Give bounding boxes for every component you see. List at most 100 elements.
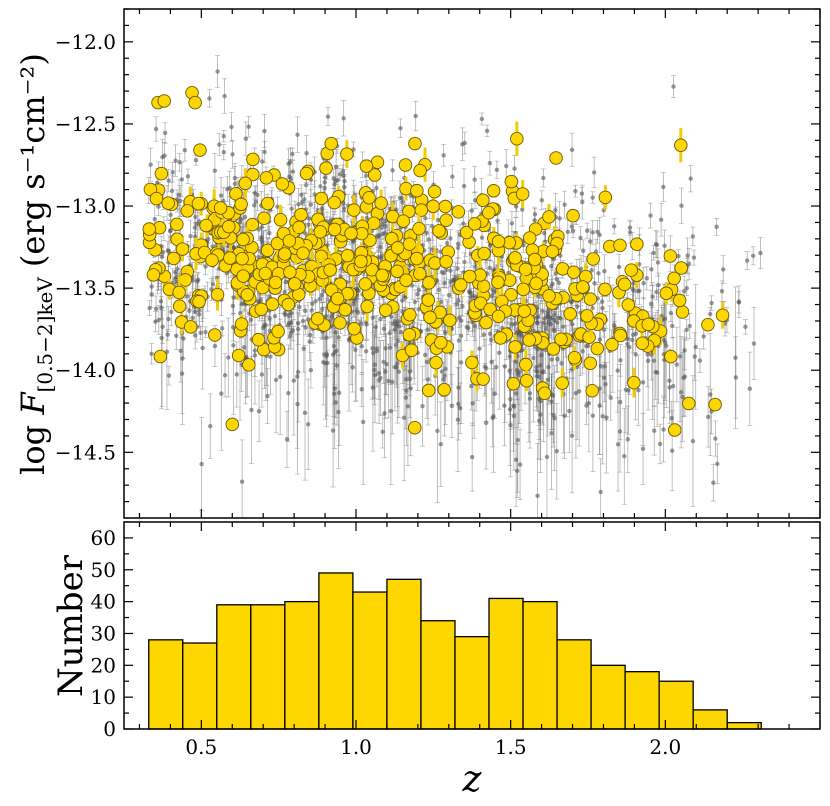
grey-point xyxy=(477,346,482,351)
grey-point xyxy=(648,213,653,218)
grey-point xyxy=(489,359,494,365)
grey-point xyxy=(363,349,369,354)
grey-point xyxy=(627,230,633,235)
grey-point xyxy=(374,185,379,191)
grey-point xyxy=(461,221,466,226)
grey-point xyxy=(507,354,512,359)
grey-point xyxy=(252,348,258,353)
grey-point xyxy=(554,448,559,454)
grey-point xyxy=(380,429,385,435)
grey-point xyxy=(289,206,294,211)
grey-point xyxy=(449,403,455,409)
grey-point xyxy=(458,333,464,338)
grey-point xyxy=(231,295,236,300)
grey-point xyxy=(513,359,519,364)
grey-point xyxy=(218,193,224,198)
scatter-panel: −12.0−12.5−13.0−13.5−14.0−14.5 xyxy=(55,8,821,519)
grey-point xyxy=(160,250,166,255)
grey-point xyxy=(334,363,340,368)
grey-point xyxy=(401,415,407,420)
grey-point xyxy=(381,359,386,365)
grey-point xyxy=(322,175,328,180)
grey-point xyxy=(640,380,646,385)
grey-point xyxy=(262,149,267,155)
grey-point xyxy=(744,258,750,263)
grey-point xyxy=(697,358,703,363)
grey-point xyxy=(597,403,602,408)
grey-point xyxy=(455,266,460,271)
grey-point xyxy=(156,317,162,323)
grey-point xyxy=(382,411,387,416)
grey-point xyxy=(589,268,595,273)
grey-point xyxy=(711,480,716,485)
grey-point xyxy=(370,385,376,390)
grey-point xyxy=(464,324,469,330)
grey-point xyxy=(262,128,267,134)
grey-point xyxy=(616,264,622,270)
grey-point xyxy=(318,184,323,189)
grey-point xyxy=(439,369,445,374)
grey-point xyxy=(306,222,311,228)
grey-point xyxy=(384,362,389,367)
grey-point xyxy=(584,228,590,233)
grey-point xyxy=(313,298,318,304)
grey-point xyxy=(353,347,358,353)
grey-point xyxy=(242,214,248,220)
grey-point xyxy=(267,316,272,321)
grey-point xyxy=(259,372,265,377)
grey-point xyxy=(282,289,287,295)
grey-point xyxy=(221,133,226,139)
grey-point xyxy=(581,248,586,254)
grey-point xyxy=(487,265,493,271)
grey-point xyxy=(162,130,168,136)
grey-point xyxy=(383,369,388,374)
grey-point xyxy=(147,305,152,311)
grey-point xyxy=(527,396,533,401)
grey-point xyxy=(456,298,461,303)
grey-point xyxy=(595,229,600,235)
grey-point xyxy=(487,161,493,166)
grey-point xyxy=(342,206,347,211)
grey-point xyxy=(185,174,191,179)
grey-point xyxy=(574,304,580,309)
grey-point xyxy=(170,170,175,175)
grey-point xyxy=(422,352,428,358)
grey-point xyxy=(178,348,183,353)
grey-point xyxy=(302,197,307,202)
grey-point xyxy=(450,174,455,179)
grey-point xyxy=(461,183,467,189)
grey-point xyxy=(310,301,315,306)
grey-point xyxy=(272,314,278,319)
grey-point xyxy=(531,328,536,334)
grey-point xyxy=(651,250,656,256)
grey-point xyxy=(456,401,461,407)
grey-point xyxy=(319,306,325,312)
grey-point xyxy=(650,294,655,299)
grey-point xyxy=(502,364,508,369)
grey-point xyxy=(747,386,753,391)
grey-point xyxy=(444,267,449,273)
grey-point xyxy=(413,113,418,119)
grey-point xyxy=(330,428,336,433)
grey-point xyxy=(398,126,403,131)
grey-point xyxy=(652,428,657,433)
grey-point xyxy=(190,315,195,321)
grey-point xyxy=(569,224,575,229)
grey-point xyxy=(562,202,567,207)
grey-point xyxy=(655,260,661,265)
grey-point xyxy=(580,199,585,205)
grey-point xyxy=(443,366,448,372)
grey-point xyxy=(359,344,365,349)
grey-point xyxy=(636,387,641,393)
grey-point xyxy=(494,167,500,173)
grey-point xyxy=(567,408,572,414)
grey-point xyxy=(376,370,382,376)
grey-point xyxy=(549,430,554,436)
grey-point xyxy=(286,313,292,318)
grey-point xyxy=(378,316,383,322)
grey-point xyxy=(350,365,355,370)
grey-point xyxy=(173,270,178,275)
grey-point xyxy=(169,188,175,194)
grey-point xyxy=(407,376,413,382)
